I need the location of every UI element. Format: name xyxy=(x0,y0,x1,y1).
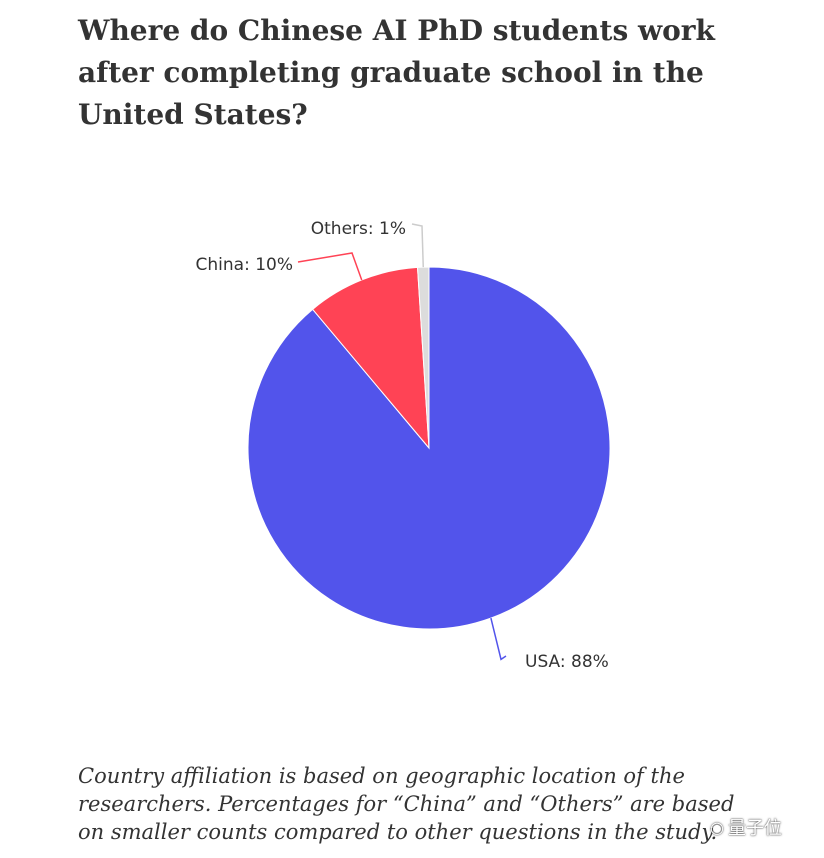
watermark: ◉ 量子位 xyxy=(710,814,782,840)
slice-label-others: Others: 1% xyxy=(311,219,406,239)
chart-caption: Country affiliation is based on geograph… xyxy=(78,764,735,844)
pie-slice-china xyxy=(311,266,430,450)
slice-label-usa: USA: 88% xyxy=(525,652,609,672)
wechat-icon: ◉ xyxy=(710,817,724,837)
leader-line-usa xyxy=(490,617,507,661)
chart-title: Where do Chinese AI PhD students work af… xyxy=(78,14,715,131)
watermark-text: 量子位 xyxy=(727,818,782,839)
leader-line-others xyxy=(411,223,425,268)
leader-line-china xyxy=(297,252,363,281)
pie-chart: USA: 88% China: 10% Others: 1% xyxy=(196,219,611,672)
slice-label-china: China: 10% xyxy=(196,255,293,275)
